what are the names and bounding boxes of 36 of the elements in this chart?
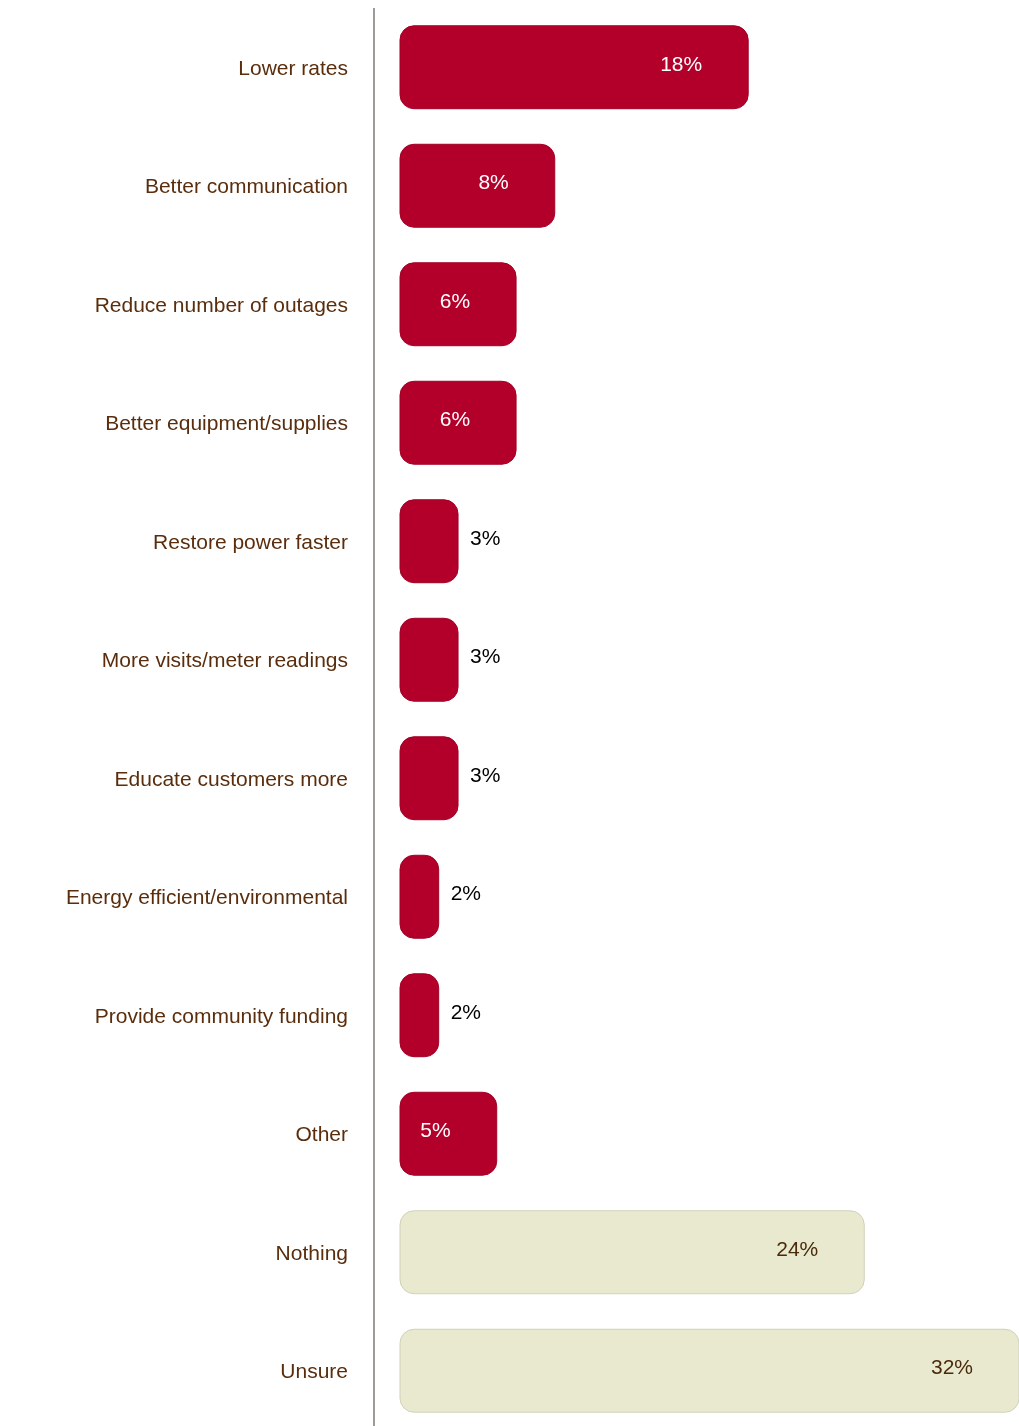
- bar: [399, 854, 440, 939]
- data-label: 3%: [470, 644, 501, 668]
- y-tick-label: Reduce number of outages: [94, 292, 348, 316]
- data-label: 6%: [439, 407, 471, 431]
- y-tick-label: Educate customers more: [114, 766, 348, 790]
- data-label: 24%: [776, 1236, 819, 1260]
- data-label: 3%: [470, 762, 501, 786]
- bar: [399, 736, 459, 821]
- bar: [399, 380, 517, 465]
- y-tick-label: Restore power faster: [153, 529, 348, 553]
- y-tick-label: Other: [295, 1122, 348, 1146]
- data-label: 2%: [450, 881, 482, 905]
- bar: [399, 143, 556, 228]
- data-label: 8%: [478, 170, 509, 194]
- data-label: 32%: [930, 1355, 973, 1379]
- y-tick-label: Lower rates: [238, 55, 348, 79]
- data-label: 18%: [660, 51, 703, 75]
- y-tick-label: Better equipment/supplies: [105, 411, 348, 435]
- data-label: 5%: [420, 1118, 451, 1142]
- data-label: 3%: [470, 525, 501, 549]
- y-tick-label: Better communication: [144, 174, 348, 198]
- bar: [399, 25, 749, 110]
- y-tick-label: Energy efficient/environmental: [65, 885, 348, 909]
- bar: [399, 499, 459, 584]
- data-label: 2%: [450, 999, 482, 1023]
- bar: [399, 262, 517, 347]
- bar: [399, 1210, 865, 1295]
- y-tick-label: Unsure: [280, 1359, 348, 1383]
- data-label: 6%: [439, 288, 471, 312]
- bar: [399, 617, 459, 702]
- bar: [399, 973, 440, 1058]
- y-tick-label: Nothing: [275, 1240, 348, 1264]
- y-tick-label: Provide community funding: [94, 1003, 348, 1027]
- bar: [399, 1091, 498, 1176]
- y-tick-label: More visits/meter readings: [101, 648, 348, 672]
- bar: [399, 1328, 1019, 1413]
